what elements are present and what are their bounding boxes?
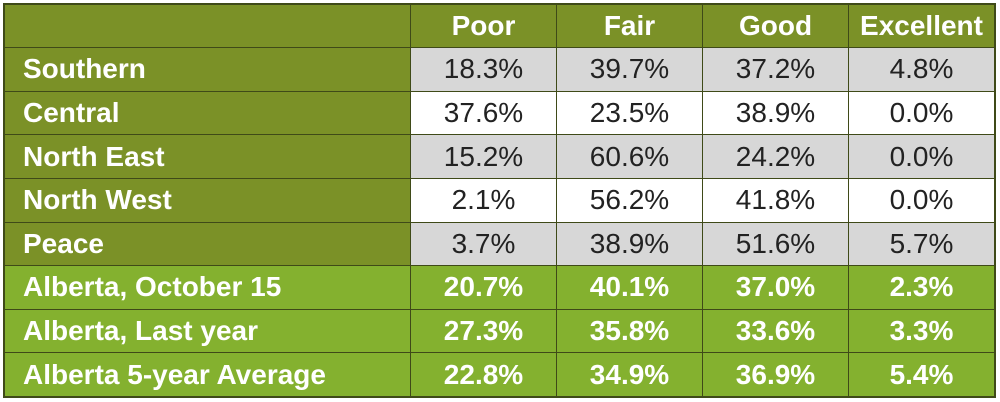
cell-poor: 18.3% xyxy=(410,47,557,92)
cell-excellent: 3.3% xyxy=(848,308,995,354)
row-label: North East xyxy=(4,134,411,179)
cell-good: 33.6% xyxy=(702,308,849,354)
row-label: Alberta, Last year xyxy=(4,308,411,354)
cell-poor: 22.8% xyxy=(410,352,557,397)
cell-fair: 40.1% xyxy=(556,265,703,310)
cell-excellent: 5.7% xyxy=(848,221,995,267)
table-row-north-west: North West 2.1% 56.2% 41.8% 0.0% xyxy=(4,177,995,223)
cell-fair: 39.7% xyxy=(556,47,703,92)
table-row-alberta-last-year: Alberta, Last year 27.3% 35.8% 33.6% 3.3… xyxy=(4,308,995,354)
cell-good: 41.8% xyxy=(702,177,849,223)
table-row-north-east: North East 15.2% 60.6% 24.2% 0.0% xyxy=(4,134,995,179)
cell-fair: 60.6% xyxy=(556,134,703,179)
row-label: Alberta 5-year Average xyxy=(4,352,411,397)
header-fair: Fair xyxy=(556,4,703,48)
cell-excellent: 0.0% xyxy=(848,177,995,223)
row-label: Central xyxy=(4,90,411,136)
cell-excellent: 2.3% xyxy=(848,265,995,310)
cell-good: 37.0% xyxy=(702,265,849,310)
header-excellent: Excellent xyxy=(848,4,995,48)
header-good: Good xyxy=(702,4,849,48)
cell-excellent: 4.8% xyxy=(848,47,995,92)
cell-fair: 34.9% xyxy=(556,352,703,397)
header-row: Poor Fair Good Excellent xyxy=(4,4,995,48)
table-row-central: Central 37.6% 23.5% 38.9% 0.0% xyxy=(4,90,995,136)
row-label: Peace xyxy=(4,221,411,267)
crop-condition-table: Poor Fair Good Excellent Southern 18.3% … xyxy=(4,4,995,397)
row-label: North West xyxy=(4,177,411,223)
cell-good: 36.9% xyxy=(702,352,849,397)
table-row-alberta-current: Alberta, October 15 20.7% 40.1% 37.0% 2.… xyxy=(4,265,995,310)
cell-good: 51.6% xyxy=(702,221,849,267)
cell-poor: 20.7% xyxy=(410,265,557,310)
header-poor: Poor xyxy=(410,4,557,48)
cell-poor: 2.1% xyxy=(410,177,557,223)
cell-poor: 15.2% xyxy=(410,134,557,179)
cell-good: 24.2% xyxy=(702,134,849,179)
cell-poor: 3.7% xyxy=(410,221,557,267)
cell-good: 37.2% xyxy=(702,47,849,92)
cell-fair: 56.2% xyxy=(556,177,703,223)
cell-fair: 35.8% xyxy=(556,308,703,354)
cell-poor: 27.3% xyxy=(410,308,557,354)
table-row-alberta-5yr-average: Alberta 5-year Average 22.8% 34.9% 36.9%… xyxy=(4,352,995,397)
table-row-peace: Peace 3.7% 38.9% 51.6% 5.7% xyxy=(4,221,995,267)
cell-excellent: 0.0% xyxy=(848,134,995,179)
row-label: Alberta, October 15 xyxy=(4,265,411,310)
row-label: Southern xyxy=(4,47,411,92)
crop-condition-table-container: Poor Fair Good Excellent Southern 18.3% … xyxy=(3,3,996,398)
cell-excellent: 5.4% xyxy=(848,352,995,397)
cell-good: 38.9% xyxy=(702,90,849,136)
header-corner-cell xyxy=(4,4,411,48)
cell-poor: 37.6% xyxy=(410,90,557,136)
table-row-southern: Southern 18.3% 39.7% 37.2% 4.8% xyxy=(4,47,995,92)
cell-fair: 38.9% xyxy=(556,221,703,267)
cell-excellent: 0.0% xyxy=(848,90,995,136)
cell-fair: 23.5% xyxy=(556,90,703,136)
